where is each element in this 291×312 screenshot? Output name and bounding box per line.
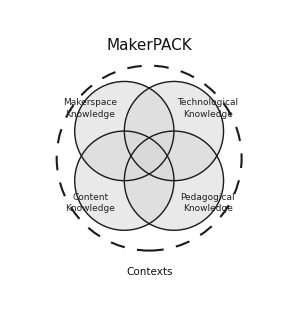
Text: Contexts: Contexts [126, 267, 172, 277]
Text: Makerspace
Knowledge: Makerspace Knowledge [63, 99, 118, 119]
Text: Technological
Knowledge: Technological Knowledge [177, 99, 238, 119]
Text: MakerPACK: MakerPACK [106, 38, 192, 53]
Text: Content
Knowledge: Content Knowledge [65, 193, 116, 213]
Circle shape [75, 81, 174, 181]
Circle shape [124, 131, 223, 230]
Circle shape [75, 131, 174, 230]
Circle shape [124, 81, 223, 181]
Text: Pedagogical
Knowledge: Pedagogical Knowledge [180, 193, 235, 213]
